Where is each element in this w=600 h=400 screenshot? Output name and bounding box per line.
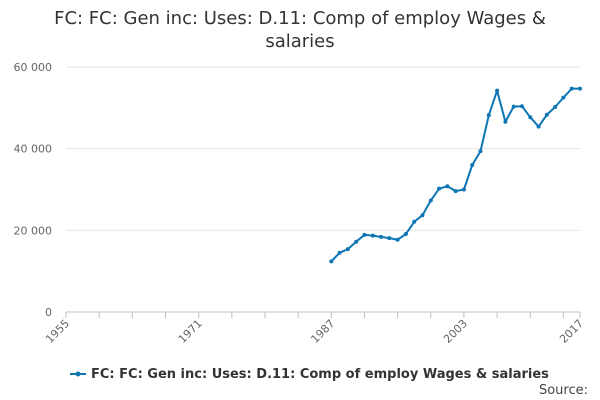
data-point[interactable] [536,124,541,129]
gridlines [66,66,580,231]
data-point[interactable] [578,86,582,91]
data-point[interactable] [478,149,483,154]
y-tick-label: 40 000 [14,143,53,156]
data-point[interactable] [445,184,450,189]
data-point[interactable] [362,232,367,237]
x-axis: 1955 1971 1987 2003 2017 [43,311,586,346]
data-point[interactable] [370,233,375,238]
data-point[interactable] [528,115,533,120]
data-point[interactable] [553,105,558,110]
data-point[interactable] [354,239,359,244]
data-point[interactable] [387,236,392,241]
data-point[interactable] [403,232,408,237]
chart-title: FC: FC: Gen inc: Uses: D.11: Comp of emp… [54,8,546,52]
x-tick-label: 2017 [557,317,586,346]
data-point[interactable] [453,189,458,194]
chart-title-line-2: salaries [265,31,334,52]
data-point[interactable] [379,234,384,239]
chart-title-line-1: FC: FC: Gen inc: Uses: D.11: Comp of emp… [54,8,546,29]
plot-area [329,86,582,264]
data-point[interactable] [395,237,400,242]
y-axis-ticks: 0 20 000 40 000 60 000 [14,61,53,319]
data-point[interactable] [470,163,475,167]
x-tick-label: 1955 [43,317,72,346]
data-point[interactable] [519,104,524,109]
y-tick-label: 60 000 [14,61,53,74]
data-point[interactable] [437,186,442,191]
data-point[interactable] [569,86,574,91]
x-tick-label: 1987 [308,317,337,346]
source-credit[interactable]: Source: [539,383,588,398]
legend-marker-icon [75,371,81,377]
data-point[interactable] [511,104,516,109]
y-tick-label: 0 [45,306,52,319]
data-point[interactable] [345,247,350,252]
data-point[interactable] [503,119,508,124]
data-point[interactable] [486,113,491,118]
legend-label: FC: FC: Gen inc: Uses: D.11: Comp of emp… [91,367,549,382]
legend[interactable]: FC: FC: Gen inc: Uses: D.11: Comp of emp… [70,367,549,382]
data-point[interactable] [329,259,334,264]
data-point[interactable] [495,88,500,93]
data-point[interactable] [428,198,433,203]
data-point[interactable] [461,187,466,192]
series-line [330,87,580,263]
x-tick-label: 2003 [441,317,470,346]
data-point[interactable] [337,250,342,255]
data-point[interactable] [412,219,417,224]
y-tick-label: 20 000 [14,224,53,237]
data-point[interactable] [544,112,549,117]
data-point[interactable] [420,213,425,218]
data-point[interactable] [561,95,566,100]
x-tick-label: 1971 [176,317,205,346]
